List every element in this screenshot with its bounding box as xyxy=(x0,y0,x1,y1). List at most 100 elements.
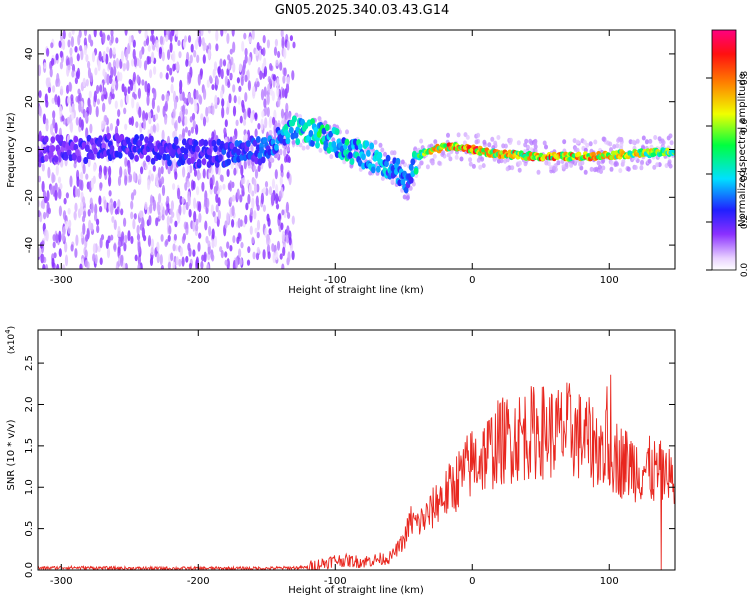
noise-blob xyxy=(156,201,160,212)
noise-blob xyxy=(220,89,224,99)
noise-blob xyxy=(147,82,151,94)
noise-blob xyxy=(150,246,154,256)
halo-blob xyxy=(446,132,450,138)
noise-blob xyxy=(55,53,59,61)
noise-blob xyxy=(170,200,174,211)
noise-blob xyxy=(144,30,148,40)
noise-blob xyxy=(167,234,171,242)
noise-blob xyxy=(160,166,164,175)
noise-blob xyxy=(76,176,80,188)
noise-blob xyxy=(153,88,157,101)
noise-blob xyxy=(45,230,49,242)
noise-blob xyxy=(66,116,70,125)
colorbar-tick-label: 0.4 xyxy=(740,167,750,182)
noise-blob xyxy=(211,238,215,249)
ridge-point xyxy=(173,138,179,146)
noise-blob xyxy=(85,54,89,63)
halo-blob xyxy=(510,165,515,171)
halo-blob xyxy=(476,157,481,163)
noise-blob xyxy=(77,34,81,46)
y-tick-label: 2.5 xyxy=(24,355,35,371)
noise-blob xyxy=(226,168,230,178)
noise-blob xyxy=(70,94,74,102)
noise-blob xyxy=(58,205,63,217)
noise-blob xyxy=(254,227,258,234)
noise-blob xyxy=(269,116,273,124)
noise-blob xyxy=(96,98,100,105)
noise-blob xyxy=(276,240,281,251)
noise-blob xyxy=(244,74,248,83)
noise-blob xyxy=(149,194,154,207)
halo-blob xyxy=(392,150,397,156)
noise-blob xyxy=(125,48,129,61)
noise-blob xyxy=(97,245,101,253)
noise-blob xyxy=(222,59,227,67)
ridge-point xyxy=(400,178,406,186)
noise-blob xyxy=(94,67,98,76)
noise-blob xyxy=(115,57,119,69)
noise-blob xyxy=(38,105,42,117)
noise-blob xyxy=(55,233,59,244)
noise-blob xyxy=(183,35,188,43)
halo-blob xyxy=(655,162,660,168)
noise-blob xyxy=(144,112,149,121)
noise-blob xyxy=(177,40,181,47)
noise-blob xyxy=(106,247,111,259)
noise-blob xyxy=(88,104,92,116)
noise-blob xyxy=(87,157,91,168)
noise-blob xyxy=(291,215,295,225)
noise-blob xyxy=(252,251,256,260)
noise-blob xyxy=(132,91,136,99)
noise-blob xyxy=(286,40,290,51)
noise-blob xyxy=(51,172,55,184)
noise-blob xyxy=(138,59,142,69)
noise-blob xyxy=(120,208,124,216)
halo-blob xyxy=(661,140,666,145)
ridge-point xyxy=(331,141,337,148)
noise-blob xyxy=(142,160,146,168)
noise-blob xyxy=(80,171,84,181)
halo-blob xyxy=(437,160,442,166)
noise-blob xyxy=(75,116,79,126)
noise-blob xyxy=(221,106,225,119)
noise-blob xyxy=(244,91,248,103)
noise-blob xyxy=(187,129,191,137)
noise-blob xyxy=(87,67,92,79)
noise-blob xyxy=(120,50,124,63)
noise-blob xyxy=(42,113,47,125)
noise-blob xyxy=(147,179,151,191)
halo-blob xyxy=(482,139,487,145)
ridge-point xyxy=(246,140,251,148)
noise-blob xyxy=(239,194,243,203)
noise-blob xyxy=(175,256,179,266)
noise-blob xyxy=(94,212,98,222)
noise-blob xyxy=(41,240,45,247)
noise-blob xyxy=(214,215,218,224)
halo-blob xyxy=(305,144,310,150)
ridge-point xyxy=(252,139,258,147)
noise-blob xyxy=(187,35,192,43)
noise-blob xyxy=(219,174,223,182)
halo-blob xyxy=(390,178,395,184)
noise-blob xyxy=(176,61,180,72)
noise-blob xyxy=(170,76,174,83)
noise-blob xyxy=(175,30,179,37)
noise-blob xyxy=(67,39,71,48)
halo-blob xyxy=(653,135,658,140)
noise-blob xyxy=(281,88,286,98)
noise-blob xyxy=(41,180,45,193)
noise-blob xyxy=(264,227,268,238)
noise-blob xyxy=(251,190,255,197)
noise-blob xyxy=(159,254,163,266)
noise-blob xyxy=(57,176,62,184)
noise-blob xyxy=(173,233,177,241)
noise-blob xyxy=(85,173,89,180)
ridge-point xyxy=(344,138,350,146)
ridge-point xyxy=(408,176,414,184)
noise-blob xyxy=(51,97,55,104)
noise-blob xyxy=(232,41,236,53)
halo-blob xyxy=(641,135,646,141)
noise-blob xyxy=(291,250,295,261)
noise-blob xyxy=(52,234,56,242)
noise-blob xyxy=(236,236,240,244)
